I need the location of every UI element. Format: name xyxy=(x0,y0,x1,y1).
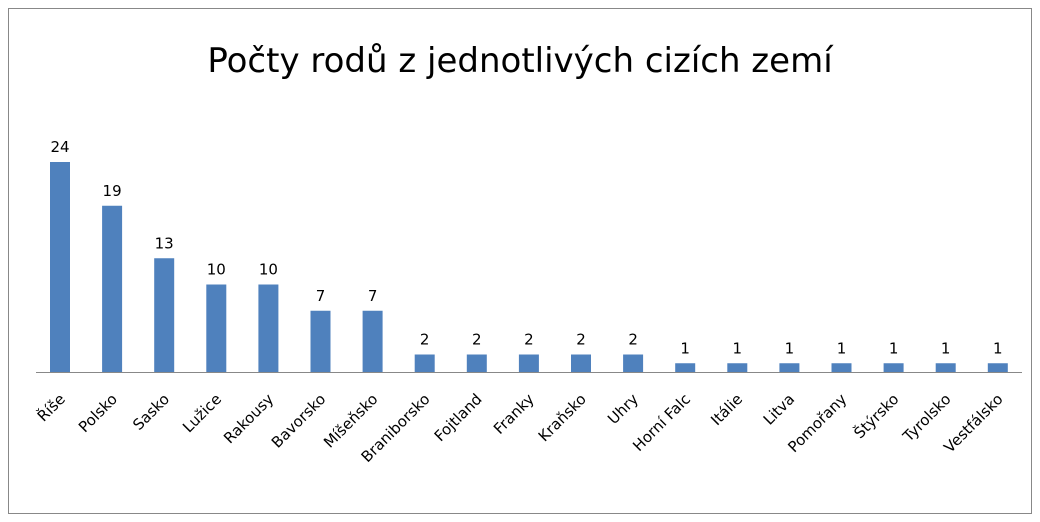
bar xyxy=(102,205,123,372)
bar xyxy=(414,354,435,372)
bar xyxy=(154,258,175,372)
bar xyxy=(831,363,852,372)
bar xyxy=(466,354,487,372)
bar xyxy=(623,354,644,372)
bar xyxy=(362,310,383,372)
data-label: 2 xyxy=(576,331,586,349)
data-label: 7 xyxy=(316,287,326,305)
data-label: 2 xyxy=(628,331,638,349)
data-label: 13 xyxy=(155,234,174,252)
data-label: 2 xyxy=(472,331,482,349)
data-label: 10 xyxy=(207,261,226,279)
bar xyxy=(675,363,696,372)
data-label: 1 xyxy=(680,339,690,357)
data-label: 7 xyxy=(368,287,378,305)
data-label: 1 xyxy=(837,339,847,357)
data-label: 24 xyxy=(50,138,69,156)
data-label: 2 xyxy=(524,331,534,349)
bar xyxy=(727,363,748,372)
data-label: 10 xyxy=(259,261,278,279)
bar xyxy=(518,354,539,372)
data-label: 1 xyxy=(785,339,795,357)
data-label: 2 xyxy=(420,331,430,349)
bar xyxy=(258,284,279,372)
bar xyxy=(571,354,591,372)
data-label: 19 xyxy=(103,182,122,200)
bar xyxy=(206,284,227,372)
bar xyxy=(779,363,800,372)
bar xyxy=(987,363,1008,372)
bar xyxy=(935,363,956,372)
data-label: 1 xyxy=(993,339,1003,357)
bar xyxy=(50,162,70,372)
bar xyxy=(883,363,904,372)
chart-border xyxy=(8,8,1032,514)
data-label: 1 xyxy=(941,339,951,357)
data-label: 1 xyxy=(889,339,899,357)
data-label: 1 xyxy=(733,339,743,357)
chart-title: Počty rodů z jednotlivých cizích zemí xyxy=(207,41,834,81)
bar xyxy=(310,310,331,372)
